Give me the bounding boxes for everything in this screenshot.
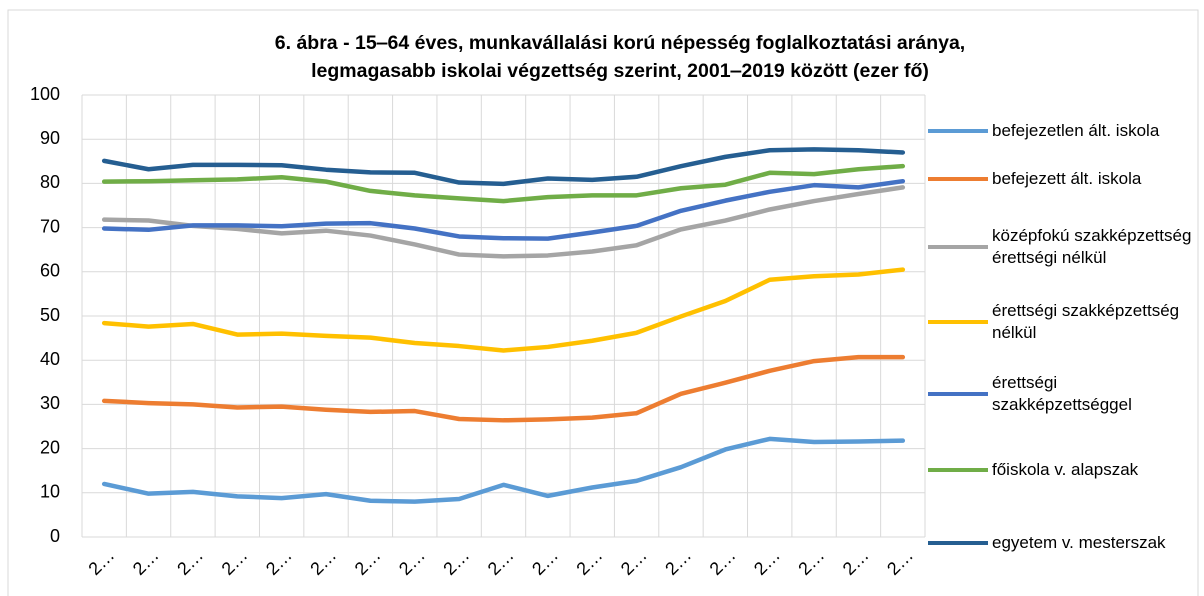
y-tick-label: 100 (30, 84, 60, 104)
legend-swatch (928, 468, 988, 472)
legend-item: befejezetlen ált. iskola (928, 120, 1200, 142)
legend-swatch (928, 392, 988, 396)
y-tick-label: 20 (40, 437, 60, 457)
legend-item: befejezett ált. iskola (928, 168, 1200, 190)
legend-swatch (928, 541, 988, 545)
x-tick-label: 2… (306, 545, 340, 579)
x-tick-label: 2… (84, 545, 118, 579)
series-line (101, 147, 906, 187)
x-tick-label: 2… (661, 545, 695, 579)
x-tick-label: 2… (750, 545, 784, 579)
x-tick-label: 2… (173, 545, 207, 579)
y-tick-label: 10 (40, 482, 60, 502)
legend-label: érettségi szakképzettséggel (992, 373, 1132, 414)
y-tick-label: 60 (40, 261, 60, 281)
chart-title: legmagasabb iskolai végzettség szerint, … (311, 60, 929, 82)
legend-swatch (928, 320, 988, 324)
x-tick-label: 2… (528, 545, 562, 579)
series-line (101, 178, 906, 241)
series-line (101, 267, 906, 353)
legend-label: középfokú szakképzettség érettségi nélkü… (992, 226, 1192, 267)
x-tick-label: 2… (706, 545, 740, 579)
y-tick-label: 70 (40, 216, 60, 236)
legend-swatch (928, 177, 988, 181)
x-tick-label: 2… (218, 545, 252, 579)
x-tick-label: 2… (395, 545, 429, 579)
x-tick-label: 2… (129, 545, 163, 579)
x-tick-label: 2… (883, 545, 917, 579)
y-tick-label: 90 (40, 128, 60, 148)
series-line (101, 185, 906, 259)
legend-swatch (928, 129, 988, 133)
x-tick-label: 2… (794, 545, 828, 579)
chart-border (7, 9, 1199, 596)
legend-label: befejezett ált. iskola (992, 169, 1142, 188)
y-tick-label: 40 (40, 349, 60, 369)
legend-swatch (928, 245, 988, 249)
legend-label: egyetem v. mesterszak (992, 533, 1166, 552)
y-tick-label: 30 (40, 393, 60, 413)
legend-item: érettségi szakképzettség nélkül (928, 300, 1200, 344)
legend-label: befejezetlen ált. iskola (992, 121, 1160, 140)
series-line (101, 354, 906, 423)
y-tick-label: 80 (40, 172, 60, 192)
chart-title: 6. ábra - 15‒64 éves, munkavállalási kor… (275, 32, 965, 54)
series-line (101, 163, 906, 204)
legend-item: főiskola v. alapszak (928, 459, 1200, 481)
x-tick-label: 2… (572, 545, 606, 579)
x-tick-label: 2… (262, 545, 296, 579)
series-line (101, 436, 906, 504)
legend-item: egyetem v. mesterszak (928, 532, 1200, 554)
legend-label: főiskola v. alapszak (992, 460, 1139, 479)
x-tick-label: 2… (617, 545, 651, 579)
legend-item: középfokú szakképzettség érettségi nélkü… (928, 225, 1200, 269)
x-tick-label: 2… (351, 545, 385, 579)
legend-item: érettségi szakképzettséggel (928, 372, 1200, 416)
x-tick-label: 2… (484, 545, 518, 579)
legend-label: érettségi szakképzettség nélkül (992, 301, 1180, 342)
x-tick-label: 2… (439, 545, 473, 579)
x-tick-label: 2… (839, 545, 873, 579)
y-tick-label: 50 (40, 305, 60, 325)
y-tick-label: 0 (50, 526, 60, 546)
